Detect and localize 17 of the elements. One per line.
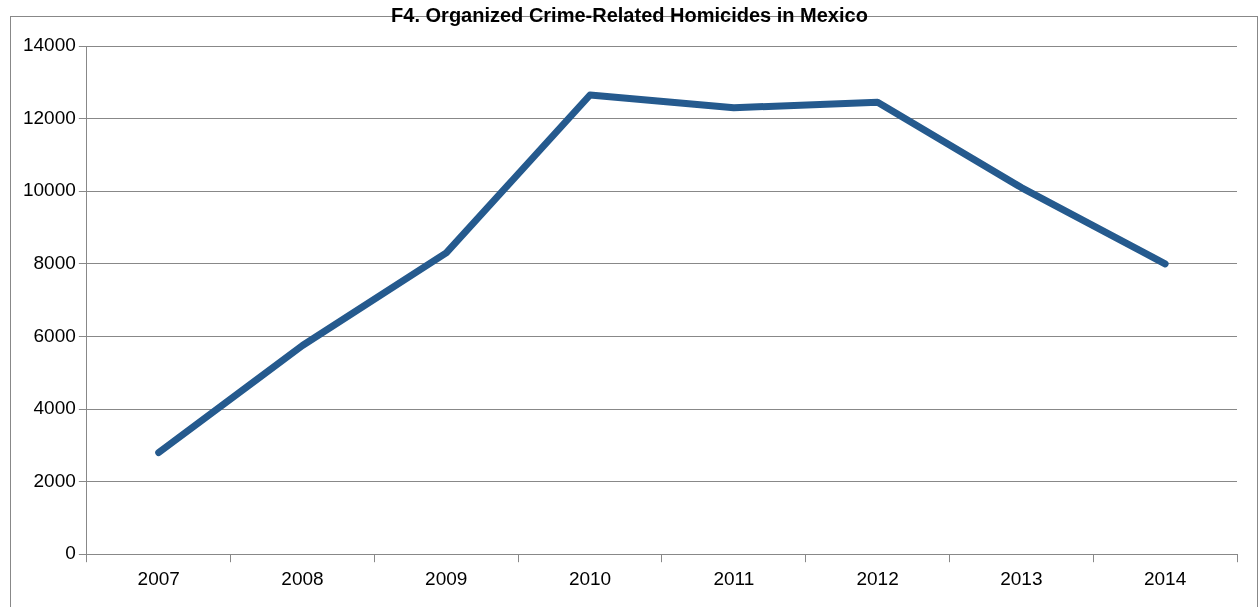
x-tick-label: 2010	[568, 567, 612, 589]
y-tick-label: 8000	[33, 252, 76, 274]
y-tick-label: 4000	[33, 397, 76, 419]
x-tick-label: 2009	[425, 567, 468, 589]
y-tick-label: 14000	[22, 34, 76, 56]
x-tick-label: 2013	[1000, 567, 1043, 589]
x-tick-label: 2008	[281, 567, 324, 589]
x-tick-label: 2011	[713, 567, 755, 589]
y-tick-label: 0	[65, 542, 76, 564]
x-tick-label: 2014	[1143, 567, 1187, 589]
y-tick-label: 10000	[22, 179, 76, 201]
x-tick-label: 2012	[856, 567, 899, 589]
chart-title: F4. Organized Crime-Related Homicides in Mexico	[390, 4, 869, 27]
y-tick-label: 6000	[33, 324, 76, 346]
y-tick-label: 2000	[33, 469, 76, 491]
x-tick-label: 2007	[137, 567, 180, 589]
y-tick-label: 12000	[22, 106, 76, 128]
